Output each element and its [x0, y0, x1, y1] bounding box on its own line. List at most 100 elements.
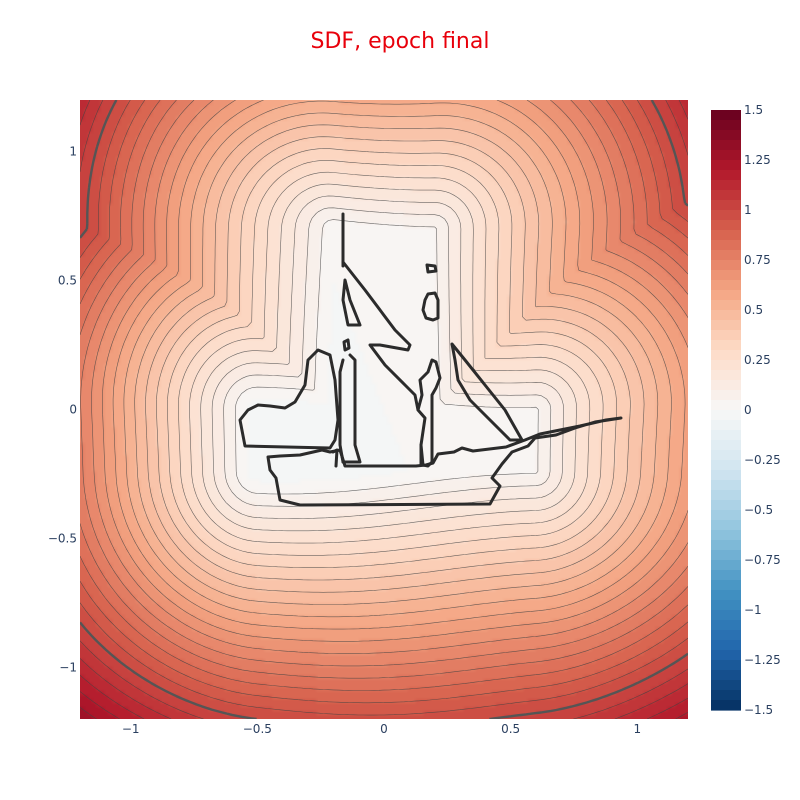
contour-line [80, 100, 688, 719]
colorbar-band [711, 490, 741, 501]
colorbar-band [711, 630, 741, 641]
colorbar-band [711, 530, 741, 541]
colorbar-tick-label: 1.25 [744, 153, 771, 167]
colorbar-band [711, 220, 741, 231]
colorbar-tick-label: 0.75 [744, 253, 771, 267]
colorbar-band [711, 110, 741, 121]
colorbar-band [711, 590, 741, 601]
x-axis-ticks: −1 −0.5 0 0.5 1 [122, 722, 641, 736]
colorbar-band [711, 700, 741, 711]
colorbar-band [711, 460, 741, 471]
colorbar-band [711, 430, 741, 441]
colorbar-band [711, 450, 741, 461]
colorbar-band [711, 330, 741, 341]
colorbar-tick-label: −1.25 [744, 653, 781, 667]
colorbar-band [711, 380, 741, 391]
ship-mast-lower [338, 358, 345, 464]
x-tick-label: 1 [634, 722, 642, 736]
colorbar-band [711, 360, 741, 371]
colorbar-band [711, 260, 741, 271]
sdf-heatmap [80, 100, 688, 719]
contour-line [102, 100, 688, 642]
colorbar-band [711, 370, 741, 381]
colorbar-band [711, 350, 741, 361]
y-tick-label: 0 [69, 403, 77, 417]
x-tick-label: 0 [380, 722, 388, 736]
contour-line [80, 100, 688, 719]
contour-line [178, 160, 604, 556]
ship-stern [238, 348, 340, 450]
plot-area [80, 100, 688, 719]
colorbar-band [711, 510, 741, 521]
contour-line [189, 171, 591, 544]
colorbar-band [711, 180, 741, 191]
y-tick-label: 0.5 [58, 274, 77, 288]
ship-jib [450, 342, 524, 442]
contour-line [223, 207, 552, 507]
contour-line [80, 100, 688, 704]
colorbar-band [711, 660, 741, 671]
contour-line [80, 100, 688, 691]
colorbar-band [711, 680, 741, 691]
colorbar-band [711, 440, 741, 451]
contour-line [235, 219, 539, 495]
contour-line [80, 100, 688, 667]
colorbar-band [711, 540, 741, 551]
ship-sail-mid [341, 278, 362, 327]
colorbar-tick-label: 0.5 [744, 303, 763, 317]
colorbar-band [711, 560, 741, 571]
colorbar-band [711, 470, 741, 481]
colorbar-band [711, 400, 741, 411]
contour-line [80, 100, 688, 679]
colorbar: 1.5 1.25 1 0.75 0.5 0.25 0 −0.25 −0.5 −0.75 −1 −1.2… [711, 103, 781, 717]
colorbar-band [711, 130, 741, 141]
contour-line [91, 100, 688, 654]
contour-line [211, 195, 564, 519]
colorbar-tick-label: 0 [744, 403, 752, 417]
colorbar-band [711, 690, 741, 701]
x-tick-label: −1 [122, 722, 140, 736]
colorbar-band [711, 240, 741, 251]
x-tick-label: −0.5 [243, 722, 272, 736]
y-tick-label: 1 [69, 145, 77, 159]
colorbar-band [711, 570, 741, 581]
contour-line [80, 707, 97, 719]
contour-line [200, 183, 577, 532]
colorbar-band [711, 480, 741, 491]
colorbar-band [711, 290, 741, 301]
colorbar-band [711, 650, 741, 661]
colorbar-band [711, 320, 741, 331]
ship-porthole [342, 338, 351, 352]
colorbar-tick-label: −0.25 [744, 453, 781, 467]
colorbar-ticks: 1.5 1.25 1 0.75 0.5 0.25 0 −0.25 −0.5 −0.75 −1 −1.2… [744, 103, 781, 717]
colorbar-tick-label: −0.75 [744, 553, 781, 567]
colorbar-band [711, 170, 741, 181]
contour-line [80, 691, 688, 719]
contour-line [80, 100, 688, 716]
colorbar-band [711, 230, 741, 241]
colorbar-band [711, 270, 741, 281]
colorbar-band [711, 620, 741, 631]
colorbar-tick-label: 1 [744, 203, 752, 217]
colorbar-band [711, 390, 741, 401]
contour-lines [80, 100, 688, 719]
chart-title: SDF, epoch final [311, 29, 490, 54]
colorbar-band [711, 340, 741, 351]
contour-line [134, 112, 659, 605]
colorbar-band [711, 250, 741, 261]
colorbar-band [711, 610, 741, 621]
ship-rigging [331, 443, 423, 468]
y-axis-ticks: 1 0.5 0 −0.5 −1 [48, 145, 77, 675]
contour-line [80, 100, 688, 719]
colorbar-band [711, 580, 741, 591]
ship-sail-aft [341, 353, 362, 464]
contour-line [80, 674, 688, 719]
colorbar-tick-label: −0.5 [744, 503, 773, 517]
contour-line [167, 148, 617, 568]
colorbar-bands [711, 110, 741, 711]
colorbar-band [711, 410, 741, 421]
contour-line [145, 124, 645, 593]
ship-flag [425, 263, 438, 274]
colorbar-band [711, 600, 741, 611]
